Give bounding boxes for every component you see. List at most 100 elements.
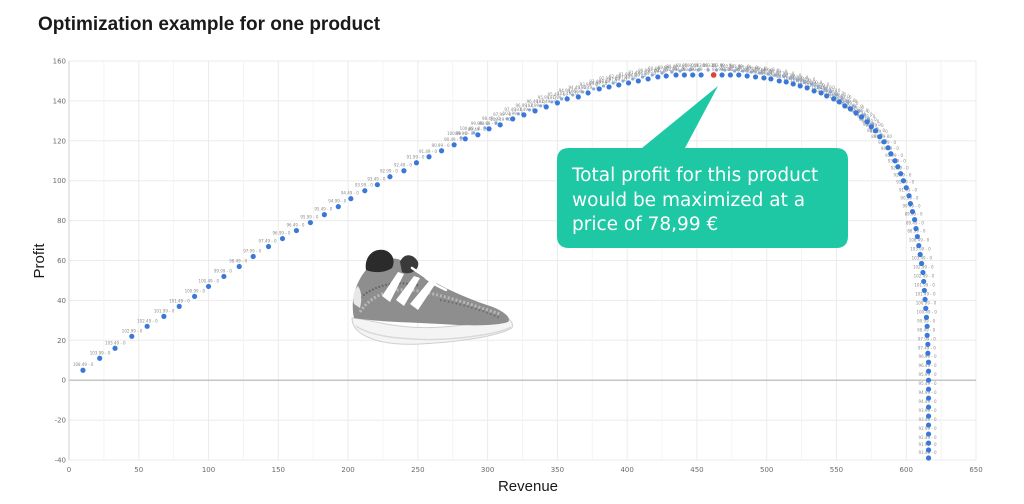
data-point xyxy=(550,100,554,104)
point-label: 99.99 - 0 xyxy=(589,81,607,86)
point-label: 97.49 - 0 xyxy=(918,345,936,350)
point-label: 97.49 - 0 xyxy=(259,239,277,244)
point-label: 98.49 - 0 xyxy=(769,69,787,74)
point-label: 97.49 - 0 xyxy=(783,73,801,78)
y-tick-label: 20 xyxy=(57,337,66,345)
point-label: 103.49 - 0 xyxy=(702,63,723,68)
point-label: 95.99 - 0 xyxy=(300,215,318,220)
data-point xyxy=(497,122,503,128)
point-label: 103.99 - 0 xyxy=(503,111,524,116)
point-label: 89.99 - 0 xyxy=(658,65,676,70)
data-point xyxy=(571,93,575,97)
point-label: 95.49 - 0 xyxy=(314,207,332,212)
data-point xyxy=(925,404,932,410)
point-label: 103.99 - 0 xyxy=(90,350,111,355)
point-label: 100.49 - 0 xyxy=(199,278,220,283)
point-label: 101.49 - 0 xyxy=(169,298,190,303)
data-point xyxy=(451,142,457,148)
data-point xyxy=(925,341,931,347)
x-tick-label: 250 xyxy=(411,466,424,474)
point-label: 102.49 - 0 xyxy=(137,318,158,323)
data-point xyxy=(773,73,777,77)
data-point xyxy=(925,447,932,453)
data-point xyxy=(824,93,830,99)
data-point xyxy=(924,332,930,338)
point-label: 90.49 - 0 xyxy=(903,204,921,209)
point-label: 100.49 - 0 xyxy=(916,309,937,314)
data-point xyxy=(783,79,789,85)
x-tick-label: 150 xyxy=(272,466,285,474)
data-point xyxy=(387,174,393,180)
data-point xyxy=(413,160,420,166)
point-label: 91.49 - 0 xyxy=(899,188,917,193)
point-label: 93.99 - 0 xyxy=(355,183,373,188)
data-point xyxy=(903,185,909,191)
data-point xyxy=(596,86,602,92)
point-label: 97.99 - 0 xyxy=(493,112,511,117)
data-point xyxy=(921,287,927,294)
point-label: 98.49 - 0 xyxy=(599,79,617,84)
data-point xyxy=(727,72,734,78)
data-point xyxy=(892,158,898,164)
data-point xyxy=(916,242,922,249)
point-label: 94.49 - 0 xyxy=(674,67,692,72)
data-point xyxy=(736,72,742,78)
data-point xyxy=(575,94,581,100)
point-label: 95.49 - 0 xyxy=(811,82,829,87)
data-point xyxy=(616,82,622,88)
x-tick-label: 350 xyxy=(551,466,564,474)
point-label: 93.99 - 0 xyxy=(885,153,903,158)
x-tick-label: 300 xyxy=(481,466,494,474)
point-label: 91.99 - 0 xyxy=(406,155,424,160)
point-label: 91.49 - 0 xyxy=(737,68,755,73)
data-point xyxy=(321,212,327,218)
data-point xyxy=(925,455,932,461)
data-point xyxy=(472,131,476,135)
point-label: 108.49 - 0 xyxy=(490,117,511,122)
data-point xyxy=(741,69,745,73)
data-point xyxy=(307,219,314,226)
x-tick-label: 400 xyxy=(620,466,633,474)
data-point xyxy=(585,90,591,96)
data-point xyxy=(912,217,918,223)
data-point xyxy=(696,68,700,72)
point-label: 101.99 - 0 xyxy=(817,88,838,93)
y-tick-label: 0 xyxy=(62,377,66,385)
data-point xyxy=(625,80,632,86)
point-label: 108.49 - 0 xyxy=(684,63,705,68)
data-point xyxy=(752,74,759,80)
callout-line-1: Total profit for this product xyxy=(571,165,818,186)
data-point xyxy=(864,119,870,125)
x-tick-label: 0 xyxy=(67,466,71,474)
data-point xyxy=(293,227,300,234)
data-point xyxy=(527,108,532,112)
data-point xyxy=(279,235,286,242)
data-point xyxy=(221,273,227,280)
point-label: 95.99 - 0 xyxy=(919,372,937,377)
point-label: 102.49 - 0 xyxy=(811,85,832,90)
data-point xyxy=(688,68,692,72)
data-point xyxy=(516,112,520,116)
point-label: 89.49 - 0 xyxy=(906,221,924,226)
point-label: 94.99 - 0 xyxy=(666,67,684,72)
point-label: 96.49 - 0 xyxy=(866,123,884,128)
x-tick-label: 50 xyxy=(134,466,143,474)
x-tick-label: 200 xyxy=(341,466,354,474)
data-point xyxy=(885,145,891,151)
point-label: 96.99 - 0 xyxy=(919,354,937,359)
grid xyxy=(68,60,977,461)
data-point xyxy=(758,71,762,75)
point-label: 100.99 - 0 xyxy=(746,66,767,71)
point-label: 95.49 - 0 xyxy=(874,134,892,139)
data-point xyxy=(925,413,932,419)
point-label: 89.99 - 0 xyxy=(761,71,779,76)
y-tick-label: 120 xyxy=(53,137,66,145)
data-point xyxy=(505,117,509,121)
point-label: 100.49 - 0 xyxy=(754,67,775,72)
point-label: 98.49 - 0 xyxy=(229,258,247,263)
point-label: 96.49 - 0 xyxy=(919,363,937,368)
point-label: 96.49 - 0 xyxy=(527,99,545,104)
point-label: 92.49 - 0 xyxy=(394,163,412,168)
point-label: 101.99 - 0 xyxy=(914,282,935,287)
